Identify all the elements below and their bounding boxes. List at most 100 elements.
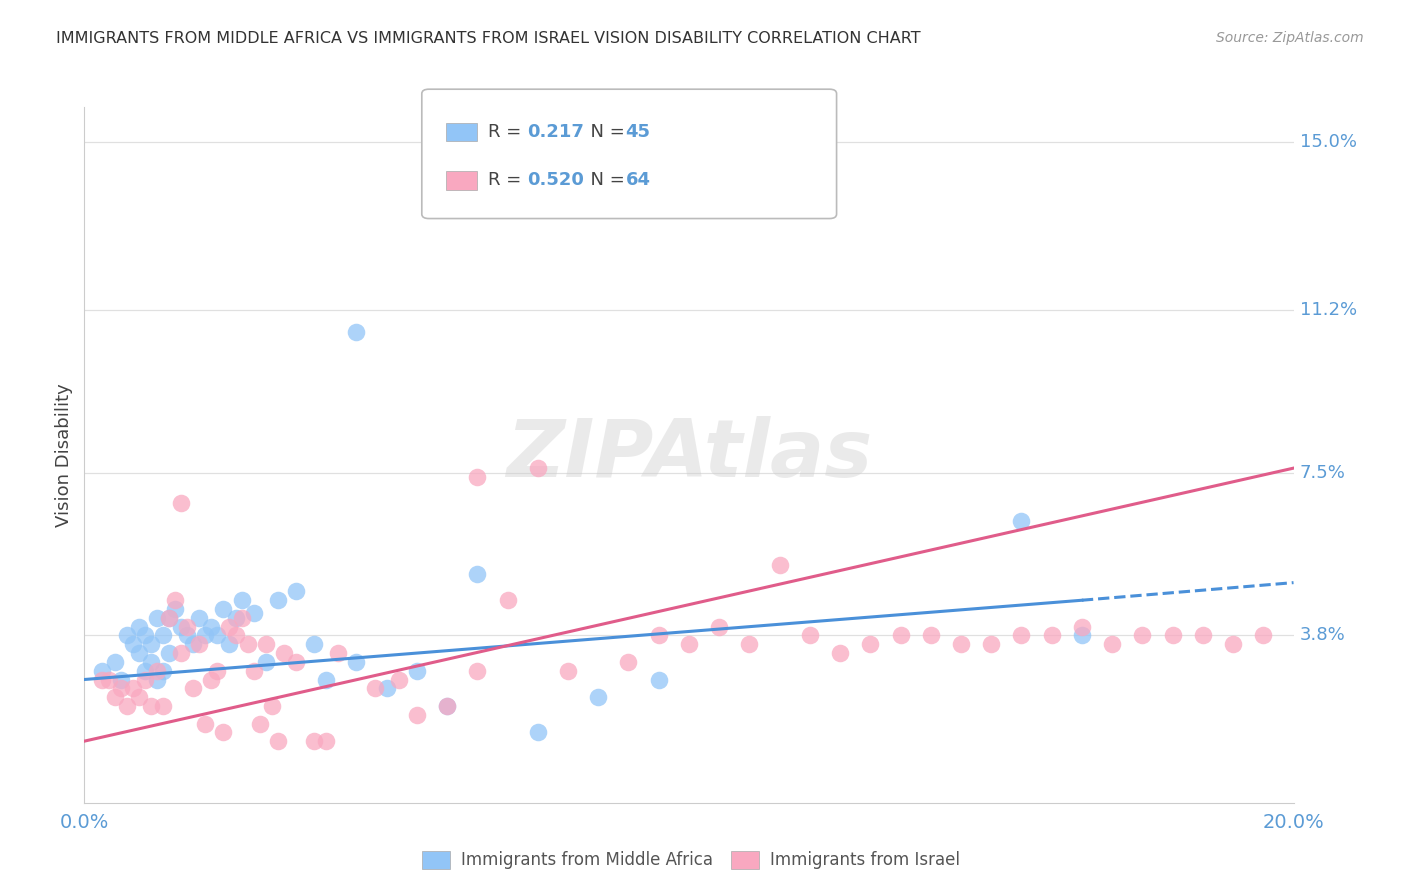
Point: [91, 664, 114, 678]
Point: [200, 620, 222, 634]
Point: [146, 611, 169, 625]
Point: [1040, 628, 1063, 642]
Point: [139, 637, 162, 651]
Point: [128, 646, 150, 660]
Point: [647, 673, 671, 687]
Point: [436, 698, 458, 713]
Point: [260, 698, 283, 713]
Point: [890, 628, 912, 642]
Point: [218, 620, 240, 634]
Point: [225, 628, 247, 642]
Text: Source: ZipAtlas.com: Source: ZipAtlas.com: [1216, 31, 1364, 45]
Point: [157, 646, 180, 660]
Point: [157, 611, 180, 625]
Point: [170, 620, 193, 634]
Text: 45: 45: [626, 123, 651, 141]
Point: [104, 655, 127, 669]
Point: [363, 681, 385, 696]
Point: [526, 725, 548, 739]
Point: [121, 637, 143, 651]
Point: [769, 558, 792, 572]
Point: [157, 611, 180, 625]
Point: [194, 628, 217, 642]
Text: Immigrants from Israel: Immigrants from Israel: [770, 851, 960, 869]
Point: [436, 698, 458, 713]
Point: [920, 628, 942, 642]
Point: [231, 611, 253, 625]
Point: [139, 655, 162, 669]
Point: [128, 690, 150, 705]
Point: [200, 673, 222, 687]
Point: [284, 655, 308, 669]
Text: IMMIGRANTS FROM MIDDLE AFRICA VS IMMIGRANTS FROM ISRAEL VISION DISABILITY CORREL: IMMIGRANTS FROM MIDDLE AFRICA VS IMMIGRA…: [56, 31, 921, 46]
Point: [406, 707, 429, 722]
Point: [647, 628, 671, 642]
Point: [110, 673, 132, 687]
Point: [302, 734, 325, 748]
Point: [170, 496, 193, 510]
Point: [315, 734, 337, 748]
Point: [115, 698, 138, 713]
Point: [181, 637, 204, 651]
Point: [1101, 637, 1123, 651]
Point: [242, 607, 264, 621]
Text: R =: R =: [488, 171, 527, 189]
Point: [188, 611, 211, 625]
Point: [176, 628, 198, 642]
Point: [388, 673, 411, 687]
Point: [496, 593, 519, 607]
Point: [146, 673, 169, 687]
Point: [617, 655, 640, 669]
Point: [526, 461, 548, 475]
Point: [302, 637, 325, 651]
Point: [709, 620, 731, 634]
Text: R =: R =: [488, 123, 527, 141]
Point: [1071, 628, 1094, 642]
Point: [236, 637, 259, 651]
Y-axis label: Vision Disability: Vision Disability: [55, 383, 73, 527]
Point: [406, 664, 429, 678]
Point: [799, 628, 821, 642]
Point: [1130, 628, 1153, 642]
Point: [346, 655, 368, 669]
Point: [738, 637, 761, 651]
Text: 15.0%: 15.0%: [1299, 133, 1357, 152]
Point: [152, 698, 174, 713]
Point: [980, 637, 1002, 651]
Point: [588, 690, 610, 705]
Point: [181, 681, 204, 696]
Point: [267, 734, 290, 748]
Point: [678, 637, 700, 651]
Text: Immigrants from Middle Africa: Immigrants from Middle Africa: [461, 851, 713, 869]
Point: [207, 664, 229, 678]
Point: [467, 470, 489, 484]
Text: 64: 64: [626, 171, 651, 189]
Point: [254, 655, 277, 669]
Text: 3.8%: 3.8%: [1299, 626, 1346, 644]
Point: [212, 602, 235, 616]
Point: [273, 646, 295, 660]
Point: [254, 637, 277, 651]
Point: [139, 698, 162, 713]
Point: [218, 637, 240, 651]
Point: [91, 673, 114, 687]
Point: [1161, 628, 1184, 642]
Point: [225, 611, 247, 625]
Point: [1222, 637, 1244, 651]
Point: [110, 681, 132, 696]
Point: [134, 664, 156, 678]
Point: [128, 620, 150, 634]
Point: [346, 325, 368, 339]
Text: N =: N =: [579, 123, 631, 141]
Point: [152, 664, 174, 678]
Text: 0.217: 0.217: [527, 123, 583, 141]
Text: N =: N =: [579, 171, 631, 189]
Point: [467, 664, 489, 678]
Text: 7.5%: 7.5%: [1299, 464, 1346, 482]
Point: [1191, 628, 1213, 642]
Point: [328, 646, 350, 660]
Point: [207, 628, 229, 642]
Point: [134, 673, 156, 687]
Point: [557, 664, 579, 678]
Text: 0.520: 0.520: [527, 171, 583, 189]
